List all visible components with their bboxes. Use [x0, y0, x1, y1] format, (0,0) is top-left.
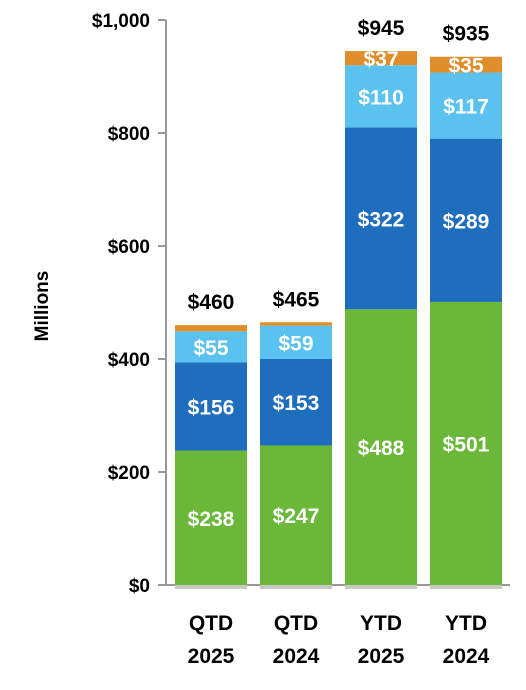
total-value-label: $465: [273, 288, 320, 311]
y-tick-label: $800: [108, 124, 150, 145]
category-label: 2024: [273, 645, 320, 668]
bar-segment: [175, 325, 247, 332]
total-value-label: $945: [358, 17, 405, 40]
bar-segment: [260, 322, 332, 326]
bar-segment: [345, 309, 417, 585]
category-label: 2025: [188, 645, 235, 668]
y-tick-label: $400: [108, 350, 150, 371]
segment-value-label: $322: [358, 208, 405, 231]
bar-segment: [430, 138, 502, 302]
bar-segment: [430, 72, 502, 139]
bar-base-shadow: [430, 584, 502, 589]
bar-base-shadow: [175, 584, 247, 589]
bar-segment: [260, 359, 332, 446]
total-labels: $460 $465 $945 $935: [188, 17, 490, 314]
total-value-label: $935: [443, 23, 490, 46]
category-label: QTD: [274, 612, 318, 635]
segment-value-label: $117: [443, 96, 489, 119]
bar-segment: [260, 445, 332, 585]
y-axis-label: Millions: [32, 271, 53, 342]
y-tick-label: $0: [129, 576, 150, 597]
bar-segment: [260, 325, 332, 359]
category-label: YTD: [360, 612, 402, 635]
bar-segment: [175, 450, 247, 585]
y-tick-label: $1,000: [92, 11, 150, 32]
segment-value-label: $59: [278, 332, 313, 355]
y-tick-label: $600: [108, 237, 150, 258]
segment-labels: $238 $156 $55 $247 $153 $59 $488 $322 $110 $37 $50…: [188, 48, 490, 531]
category-labels: QTD 2025 QTD 2024 YTD 2025 YTD 2024: [188, 612, 490, 668]
bar-segment: [345, 127, 417, 310]
segment-value-label: $488: [358, 437, 405, 460]
bar-base-shadow: [345, 584, 417, 589]
bars: [175, 51, 502, 589]
segment-value-label: $35: [448, 55, 483, 78]
segment-value-label: $37: [363, 48, 398, 71]
category-label: YTD: [445, 612, 487, 635]
bar-segment: [345, 51, 417, 66]
segment-value-label: $110: [358, 86, 404, 109]
category-label: 2025: [358, 645, 405, 668]
segment-value-label: $55: [193, 337, 228, 360]
bar-base-shadow: [260, 584, 332, 589]
segment-value-label: $156: [188, 396, 235, 419]
category-label: QTD: [189, 612, 233, 635]
total-value-label: $460: [188, 291, 235, 314]
segment-value-label: $247: [273, 505, 320, 528]
segment-value-label: $238: [188, 508, 235, 531]
segment-value-label: $501: [443, 433, 490, 456]
bar-segment: [430, 56, 502, 73]
y-tick-label: $200: [108, 463, 150, 484]
y-axis-ticks: $0 $200 $400 $600 $800 $1,000: [92, 11, 166, 597]
bar-segment: [430, 301, 502, 585]
bar-segment: [175, 331, 247, 363]
segment-value-label: $153: [273, 392, 320, 415]
bar-segment: [175, 362, 247, 451]
category-label: 2024: [443, 645, 490, 668]
segment-value-label: $289: [443, 210, 490, 233]
bar-segment: [345, 65, 417, 128]
